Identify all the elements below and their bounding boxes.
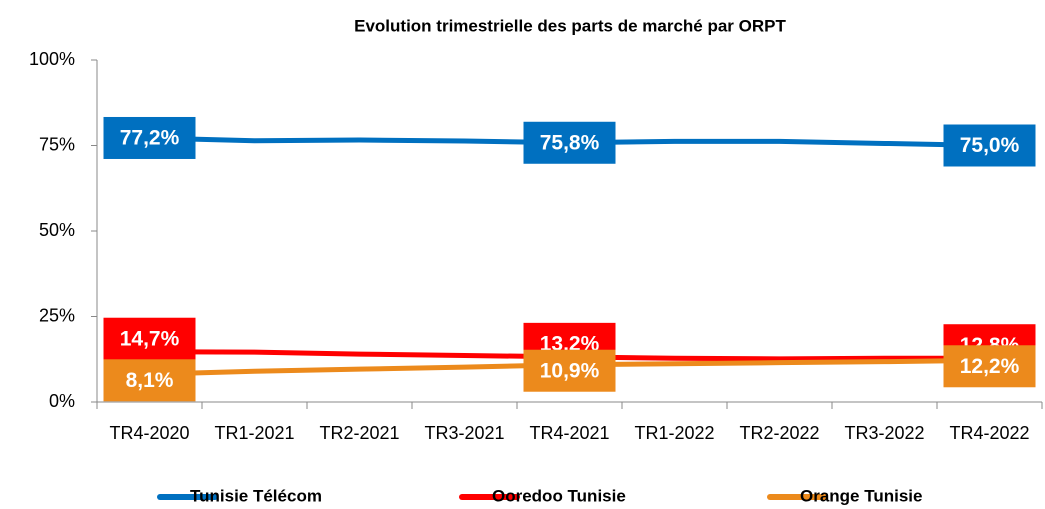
data-label-box <box>103 116 196 159</box>
chart-title: Evolution trimestrielle des parts de mar… <box>354 16 786 35</box>
y-tick-label: 100% <box>29 49 75 69</box>
x-tick-label: TR4-2022 <box>949 423 1029 443</box>
data-label: 8,1% <box>126 369 174 392</box>
x-tick-label: TR4-2020 <box>109 423 189 443</box>
x-tick-label: TR4-2021 <box>529 423 609 443</box>
data-label-box <box>523 121 616 164</box>
legend-label: Tunisie Télécom <box>190 486 322 505</box>
legend-label: Orange Tunisie <box>800 486 923 505</box>
data-label-box <box>103 317 196 360</box>
data-label-box <box>523 349 616 392</box>
x-tick-label: TR1-2022 <box>634 423 714 443</box>
legend-label: Ooredoo Tunisie <box>492 486 626 505</box>
data-label: 77,2% <box>120 127 180 150</box>
data-label: 75,8% <box>540 131 600 154</box>
y-tick-label: 75% <box>39 134 75 154</box>
data-label-box <box>103 359 196 402</box>
data-label: 75,0% <box>960 134 1020 157</box>
x-tick-label: TR3-2021 <box>424 423 504 443</box>
x-tick-label: TR3-2022 <box>844 423 924 443</box>
y-tick-label: 0% <box>49 391 75 411</box>
data-label: 10,9% <box>540 359 600 382</box>
x-tick-label: TR2-2022 <box>739 423 819 443</box>
data-label: 14,7% <box>120 327 180 350</box>
data-label-box <box>943 124 1036 167</box>
y-tick-label: 50% <box>39 220 75 240</box>
data-label: 12,2% <box>960 355 1020 378</box>
data-label-box <box>943 345 1036 388</box>
data-label: 13,2% <box>540 332 600 355</box>
x-tick-label: TR1-2021 <box>214 423 294 443</box>
x-tick-label: TR2-2021 <box>319 423 399 443</box>
y-tick-label: 25% <box>39 305 75 325</box>
